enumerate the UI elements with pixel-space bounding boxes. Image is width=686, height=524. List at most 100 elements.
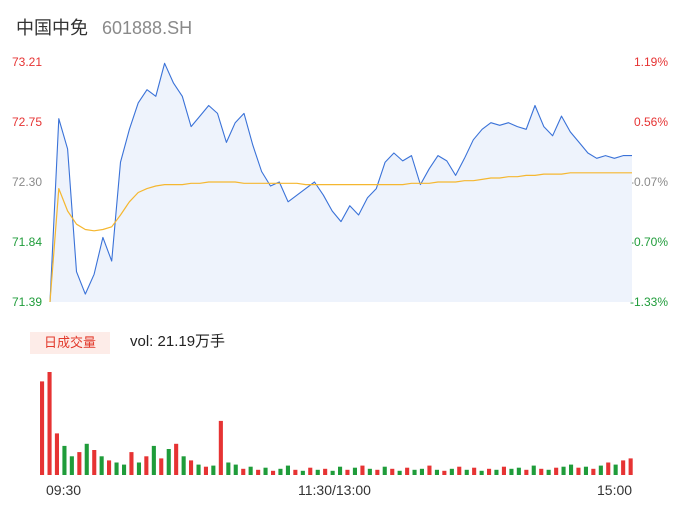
volume-bar <box>382 466 387 475</box>
volume-bar <box>367 468 372 475</box>
volume-bar <box>546 469 551 475</box>
volume-bar <box>189 460 194 475</box>
volume-bar <box>144 456 149 475</box>
pct-tick-1: 1.19% <box>633 55 668 69</box>
volume-bar <box>539 468 544 475</box>
volume-bar <box>531 465 536 475</box>
volume-bar <box>92 450 97 475</box>
volume-bar <box>569 464 574 475</box>
volume-bar <box>576 467 581 475</box>
volume-bar <box>419 468 424 475</box>
volume-bar <box>449 468 454 475</box>
stock-code: 601888.SH <box>102 18 193 38</box>
volume-bar <box>315 469 320 475</box>
volume-bar <box>487 468 492 475</box>
price-tick-1: 73.21 <box>12 55 43 69</box>
volume-bar <box>360 465 365 475</box>
time-tick-open: 09:30 <box>46 482 82 498</box>
volume-bar <box>226 462 231 475</box>
volume-bar <box>99 456 104 475</box>
volume-readout: vol: 21.19万手 <box>130 333 226 350</box>
price-tick-2: 72.75 <box>12 115 43 129</box>
volume-bar <box>345 469 350 475</box>
time-tick-close: 15:00 <box>597 482 633 498</box>
time-tick-midday: 11:30/13:00 <box>298 482 371 498</box>
volume-bar <box>218 420 223 475</box>
volume-bar <box>308 467 313 475</box>
volume-bar <box>159 458 164 475</box>
price-area <box>50 63 632 302</box>
price-line <box>49 62 632 303</box>
volume-bar <box>181 456 186 475</box>
volume-bar <box>509 468 514 475</box>
volume-bar <box>166 449 171 475</box>
volume-bar <box>263 467 268 475</box>
volume-bar <box>405 467 410 475</box>
volume-bar <box>62 445 67 475</box>
volume-bar <box>196 464 201 475</box>
volume-bar <box>40 381 45 475</box>
volume-bar <box>293 469 298 475</box>
volume-bar <box>248 466 253 475</box>
volume-bar <box>77 452 82 475</box>
volume-bar <box>606 462 611 475</box>
pct-tick-2: 0.56% <box>633 115 668 129</box>
volume-bar <box>47 372 52 475</box>
volume-bar <box>427 465 432 475</box>
volume-bar <box>621 460 626 475</box>
volume-bar <box>107 460 112 475</box>
volume-bar <box>598 465 603 475</box>
volume-bar <box>122 464 127 475</box>
volume-bar <box>397 470 402 475</box>
price-layer <box>49 62 632 303</box>
volume-bar <box>300 470 305 475</box>
volume-bar <box>628 458 633 475</box>
volume-bar <box>434 469 439 475</box>
pct-tick-5: -1.33% <box>629 295 668 309</box>
volume-bar <box>211 465 216 475</box>
volume-bar <box>457 466 462 475</box>
volume-bar <box>203 466 208 475</box>
volume-bar <box>472 467 477 475</box>
volume-tab[interactable]: 日成交量 <box>30 332 110 354</box>
volume-bar <box>114 462 119 475</box>
volume-bar <box>174 443 179 475</box>
volume-bar <box>501 466 506 475</box>
volume-bar <box>285 465 290 475</box>
volume-bar <box>338 466 343 475</box>
volume-bar <box>84 443 89 475</box>
volume-bar <box>464 469 469 475</box>
stock-title: 中国中免 601888.SH <box>16 14 192 40</box>
volume-bar <box>278 468 283 475</box>
volume-bar <box>583 466 588 475</box>
volume-bar <box>494 469 499 475</box>
volume-bar <box>591 468 596 475</box>
volume-bar <box>375 469 380 475</box>
stock-name: 中国中免 <box>16 18 88 38</box>
volume-bar <box>323 468 328 475</box>
volume-bar <box>256 469 261 475</box>
volume-bar <box>524 469 529 475</box>
volume-bar <box>390 468 395 475</box>
volume-bar <box>151 445 156 475</box>
volume-bar <box>352 467 357 475</box>
average-price-line <box>49 172 632 303</box>
volume-bar <box>516 467 521 475</box>
volume-bar <box>554 467 559 475</box>
volume-bar <box>613 464 618 475</box>
volume-bar <box>129 452 134 475</box>
volume-bar <box>330 470 335 475</box>
volume-layer <box>40 372 633 475</box>
volume-bar <box>561 466 566 475</box>
volume-bar <box>412 469 417 475</box>
price-tick-4: 71.84 <box>12 235 43 249</box>
volume-bar <box>241 468 246 475</box>
volume-bar <box>479 470 484 475</box>
pct-tick-3: -0.07% <box>629 175 668 189</box>
price-tick-3: 72.30 <box>12 175 43 189</box>
volume-bar <box>69 456 74 475</box>
volume-bar <box>233 464 238 475</box>
pct-tick-4: -0.70% <box>629 235 668 249</box>
volume-bar <box>136 462 141 475</box>
